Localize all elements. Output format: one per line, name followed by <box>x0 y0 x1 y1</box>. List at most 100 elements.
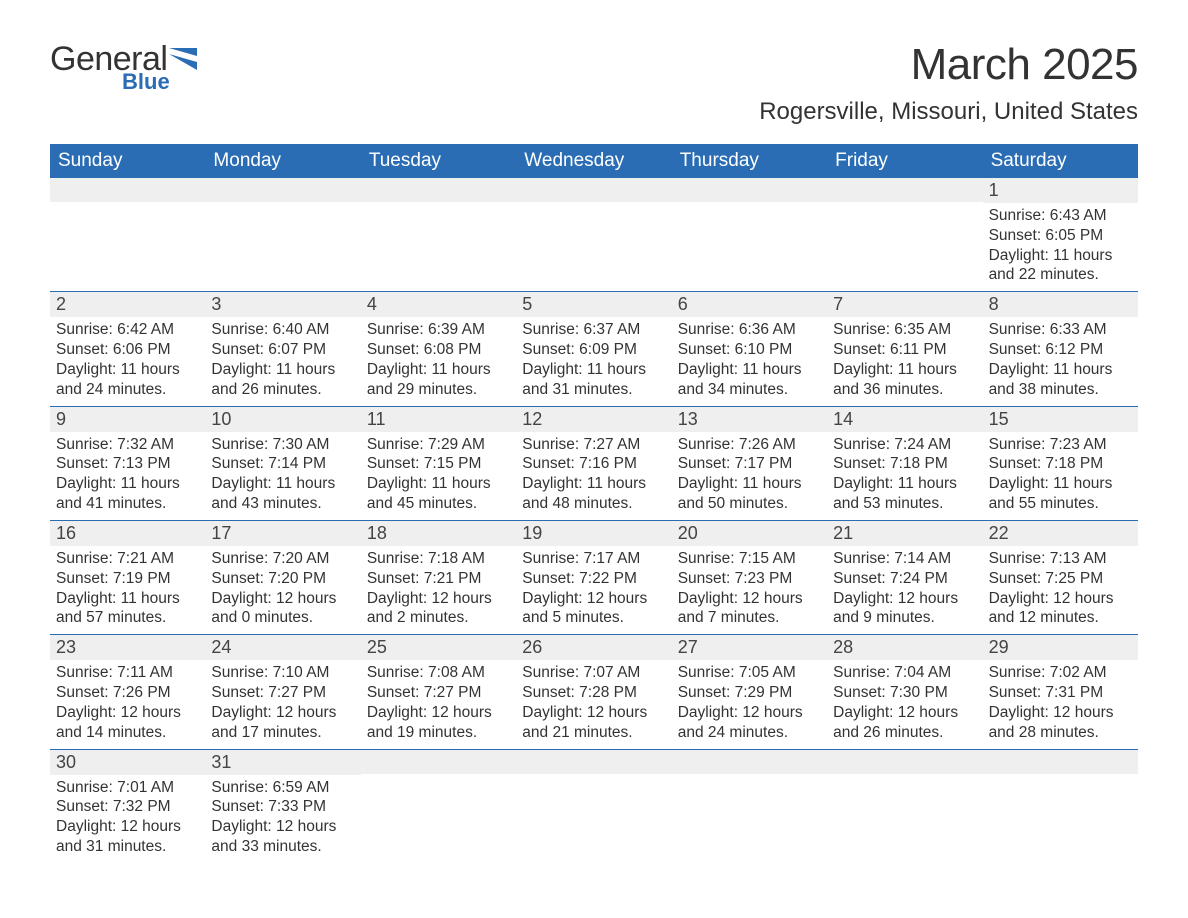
day-cell: 15Sunrise: 7:23 AMSunset: 7:18 PMDayligh… <box>983 407 1138 520</box>
day-header-sunday: Sunday <box>50 144 205 178</box>
day-header-tuesday: Tuesday <box>361 144 516 178</box>
daylight-text: Daylight: 11 hours and 24 minutes. <box>56 360 199 400</box>
daylight-text: Daylight: 12 hours and 31 minutes. <box>56 817 199 857</box>
sunrise-text: Sunrise: 7:01 AM <box>56 778 199 798</box>
day-cell: 20Sunrise: 7:15 AMSunset: 7:23 PMDayligh… <box>672 521 827 634</box>
sunrise-text: Sunrise: 6:59 AM <box>211 778 354 798</box>
day-cell: 1Sunrise: 6:43 AMSunset: 6:05 PMDaylight… <box>983 178 1138 291</box>
day-body: Sunrise: 6:36 AMSunset: 6:10 PMDaylight:… <box>672 317 827 405</box>
day-number: 22 <box>983 521 1138 546</box>
day-body: Sunrise: 7:13 AMSunset: 7:25 PMDaylight:… <box>983 546 1138 634</box>
day-number: 28 <box>827 635 982 660</box>
sunrise-text: Sunrise: 6:35 AM <box>833 320 976 340</box>
sunset-text: Sunset: 6:05 PM <box>989 226 1132 246</box>
sunset-text: Sunset: 7:24 PM <box>833 569 976 589</box>
sunset-text: Sunset: 7:27 PM <box>211 683 354 703</box>
day-number: 6 <box>672 292 827 317</box>
sunrise-text: Sunrise: 7:11 AM <box>56 663 199 683</box>
sunset-text: Sunset: 7:32 PM <box>56 797 199 817</box>
sunset-text: Sunset: 7:20 PM <box>211 569 354 589</box>
daylight-text: Daylight: 11 hours and 41 minutes. <box>56 474 199 514</box>
sunrise-text: Sunrise: 7:23 AM <box>989 435 1132 455</box>
day-cell: 18Sunrise: 7:18 AMSunset: 7:21 PMDayligh… <box>361 521 516 634</box>
sunrise-text: Sunrise: 6:36 AM <box>678 320 821 340</box>
day-number <box>516 178 671 202</box>
sunset-text: Sunset: 6:07 PM <box>211 340 354 360</box>
day-body: Sunrise: 6:37 AMSunset: 6:09 PMDaylight:… <box>516 317 671 405</box>
logo-block: General Blue <box>50 40 203 95</box>
day-cell <box>827 750 982 863</box>
daylight-text: Daylight: 11 hours and 29 minutes. <box>367 360 510 400</box>
day-body: Sunrise: 7:27 AMSunset: 7:16 PMDaylight:… <box>516 432 671 520</box>
day-number: 14 <box>827 407 982 432</box>
day-cell: 14Sunrise: 7:24 AMSunset: 7:18 PMDayligh… <box>827 407 982 520</box>
day-cell: 31Sunrise: 6:59 AMSunset: 7:33 PMDayligh… <box>205 750 360 863</box>
day-cell <box>672 178 827 291</box>
day-number: 21 <box>827 521 982 546</box>
day-cell: 21Sunrise: 7:14 AMSunset: 7:24 PMDayligh… <box>827 521 982 634</box>
location-text: Rogersville, Missouri, United States <box>759 98 1138 126</box>
day-header-monday: Monday <box>205 144 360 178</box>
day-cell: 17Sunrise: 7:20 AMSunset: 7:20 PMDayligh… <box>205 521 360 634</box>
day-number: 5 <box>516 292 671 317</box>
daylight-text: Daylight: 12 hours and 5 minutes. <box>522 589 665 629</box>
day-body: Sunrise: 7:14 AMSunset: 7:24 PMDaylight:… <box>827 546 982 634</box>
sunrise-text: Sunrise: 6:40 AM <box>211 320 354 340</box>
week-row: 30Sunrise: 7:01 AMSunset: 7:32 PMDayligh… <box>50 749 1138 863</box>
daylight-text: Daylight: 12 hours and 26 minutes. <box>833 703 976 743</box>
sunrise-text: Sunrise: 7:04 AM <box>833 663 976 683</box>
week-row: 2Sunrise: 6:42 AMSunset: 6:06 PMDaylight… <box>50 291 1138 405</box>
daylight-text: Daylight: 12 hours and 33 minutes. <box>211 817 354 857</box>
weeks-container: 1Sunrise: 6:43 AMSunset: 6:05 PMDaylight… <box>50 178 1138 863</box>
day-body: Sunrise: 7:20 AMSunset: 7:20 PMDaylight:… <box>205 546 360 634</box>
day-cell: 28Sunrise: 7:04 AMSunset: 7:30 PMDayligh… <box>827 635 982 748</box>
day-body: Sunrise: 7:10 AMSunset: 7:27 PMDaylight:… <box>205 660 360 748</box>
sunrise-text: Sunrise: 7:15 AM <box>678 549 821 569</box>
day-number: 15 <box>983 407 1138 432</box>
sunrise-text: Sunrise: 7:10 AM <box>211 663 354 683</box>
sunrise-text: Sunrise: 6:33 AM <box>989 320 1132 340</box>
daylight-text: Daylight: 11 hours and 36 minutes. <box>833 360 976 400</box>
day-header-row: Sunday Monday Tuesday Wednesday Thursday… <box>50 144 1138 178</box>
day-cell: 13Sunrise: 7:26 AMSunset: 7:17 PMDayligh… <box>672 407 827 520</box>
sunset-text: Sunset: 6:12 PM <box>989 340 1132 360</box>
day-body: Sunrise: 7:04 AMSunset: 7:30 PMDaylight:… <box>827 660 982 748</box>
title-block: March 2025 Rogersville, Missouri, United… <box>759 40 1138 138</box>
day-number: 7 <box>827 292 982 317</box>
daylight-text: Daylight: 11 hours and 31 minutes. <box>522 360 665 400</box>
day-number: 2 <box>50 292 205 317</box>
sunrise-text: Sunrise: 7:18 AM <box>367 549 510 569</box>
sunset-text: Sunset: 6:06 PM <box>56 340 199 360</box>
day-body: Sunrise: 7:18 AMSunset: 7:21 PMDaylight:… <box>361 546 516 634</box>
day-cell <box>361 750 516 863</box>
sunset-text: Sunset: 6:09 PM <box>522 340 665 360</box>
day-body: Sunrise: 7:26 AMSunset: 7:17 PMDaylight:… <box>672 432 827 520</box>
sunset-text: Sunset: 6:11 PM <box>833 340 976 360</box>
day-number: 16 <box>50 521 205 546</box>
sunset-text: Sunset: 7:22 PM <box>522 569 665 589</box>
day-number: 18 <box>361 521 516 546</box>
sunset-text: Sunset: 7:29 PM <box>678 683 821 703</box>
day-body: Sunrise: 6:40 AMSunset: 6:07 PMDaylight:… <box>205 317 360 405</box>
daylight-text: Daylight: 11 hours and 53 minutes. <box>833 474 976 514</box>
day-cell: 4Sunrise: 6:39 AMSunset: 6:08 PMDaylight… <box>361 292 516 405</box>
day-body: Sunrise: 7:08 AMSunset: 7:27 PMDaylight:… <box>361 660 516 748</box>
sunrise-text: Sunrise: 6:42 AM <box>56 320 199 340</box>
sunrise-text: Sunrise: 6:39 AM <box>367 320 510 340</box>
day-body: Sunrise: 7:05 AMSunset: 7:29 PMDaylight:… <box>672 660 827 748</box>
month-title: March 2025 <box>759 40 1138 90</box>
day-number <box>672 178 827 202</box>
day-body: Sunrise: 7:23 AMSunset: 7:18 PMDaylight:… <box>983 432 1138 520</box>
sunrise-text: Sunrise: 7:32 AM <box>56 435 199 455</box>
day-number: 10 <box>205 407 360 432</box>
day-number: 4 <box>361 292 516 317</box>
sunrise-text: Sunrise: 7:13 AM <box>989 549 1132 569</box>
day-body: Sunrise: 6:59 AMSunset: 7:33 PMDaylight:… <box>205 775 360 863</box>
day-number <box>672 750 827 774</box>
day-number <box>827 750 982 774</box>
day-body: Sunrise: 7:07 AMSunset: 7:28 PMDaylight:… <box>516 660 671 748</box>
day-cell <box>205 178 360 291</box>
day-cell: 7 Sunrise: 6:35 AMSunset: 6:11 PMDaylight… <box>827 292 982 405</box>
day-body: Sunrise: 7:32 AMSunset: 7:13 PMDaylight:… <box>50 432 205 520</box>
daylight-text: Daylight: 12 hours and 14 minutes. <box>56 703 199 743</box>
